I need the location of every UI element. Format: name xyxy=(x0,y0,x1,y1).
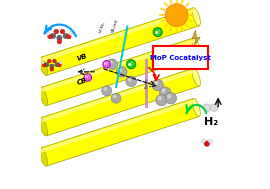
Text: h⁺: h⁺ xyxy=(104,62,109,66)
Circle shape xyxy=(165,93,177,104)
Circle shape xyxy=(46,32,50,35)
Circle shape xyxy=(57,35,62,40)
Circle shape xyxy=(60,29,65,34)
Circle shape xyxy=(128,77,132,81)
Circle shape xyxy=(156,94,167,106)
Circle shape xyxy=(208,139,212,143)
Ellipse shape xyxy=(39,148,48,166)
Circle shape xyxy=(45,63,49,67)
Circle shape xyxy=(60,61,62,64)
Text: h⁺: h⁺ xyxy=(85,75,90,80)
Ellipse shape xyxy=(192,38,200,56)
Polygon shape xyxy=(41,69,195,122)
Text: E$_{redox}$: E$_{redox}$ xyxy=(143,77,151,89)
Ellipse shape xyxy=(192,98,200,116)
Text: CB-red: CB-red xyxy=(110,19,119,33)
Text: e⁻: e⁻ xyxy=(154,30,161,35)
Text: MoP Cocatalyst: MoP Cocatalyst xyxy=(150,55,211,61)
Text: H⁺/H₂: H⁺/H₂ xyxy=(99,20,107,33)
Polygon shape xyxy=(40,38,199,106)
Circle shape xyxy=(158,96,162,100)
Circle shape xyxy=(160,87,171,98)
Circle shape xyxy=(66,34,71,39)
Circle shape xyxy=(42,63,46,67)
FancyBboxPatch shape xyxy=(153,46,208,69)
Circle shape xyxy=(126,76,137,87)
Circle shape xyxy=(50,64,54,68)
Circle shape xyxy=(54,29,59,34)
Circle shape xyxy=(103,87,107,91)
Circle shape xyxy=(210,104,218,112)
Circle shape xyxy=(48,34,52,39)
Polygon shape xyxy=(41,99,195,153)
Text: CB: CB xyxy=(76,77,88,86)
Text: VB: VB xyxy=(76,53,89,61)
Circle shape xyxy=(58,63,61,67)
Circle shape xyxy=(48,59,51,63)
Polygon shape xyxy=(41,9,195,62)
Circle shape xyxy=(57,39,62,44)
Circle shape xyxy=(50,67,54,71)
Circle shape xyxy=(152,79,163,91)
Circle shape xyxy=(41,61,44,64)
Circle shape xyxy=(50,33,56,39)
Circle shape xyxy=(52,59,56,63)
Polygon shape xyxy=(40,8,199,75)
Circle shape xyxy=(69,32,72,35)
Circle shape xyxy=(201,139,205,143)
Ellipse shape xyxy=(192,68,200,86)
Circle shape xyxy=(204,141,210,146)
Circle shape xyxy=(118,68,122,72)
Circle shape xyxy=(203,104,211,112)
Circle shape xyxy=(103,60,110,68)
Circle shape xyxy=(111,93,121,103)
Ellipse shape xyxy=(39,57,48,75)
Circle shape xyxy=(165,4,188,26)
Circle shape xyxy=(127,60,136,69)
Circle shape xyxy=(116,67,127,77)
Ellipse shape xyxy=(39,88,48,106)
Circle shape xyxy=(161,88,166,93)
Circle shape xyxy=(84,74,92,81)
Text: H₂: H₂ xyxy=(204,117,218,127)
Circle shape xyxy=(102,86,112,96)
Polygon shape xyxy=(40,68,199,136)
Circle shape xyxy=(107,59,118,70)
Polygon shape xyxy=(41,39,195,92)
Ellipse shape xyxy=(192,8,200,26)
Circle shape xyxy=(153,28,162,37)
Polygon shape xyxy=(192,30,200,47)
Circle shape xyxy=(55,63,59,67)
Ellipse shape xyxy=(39,118,48,136)
Circle shape xyxy=(113,95,116,98)
Circle shape xyxy=(167,94,171,98)
Circle shape xyxy=(63,33,68,39)
Circle shape xyxy=(154,81,158,85)
Polygon shape xyxy=(40,98,199,166)
Bar xyxy=(146,59,148,108)
Text: e⁻: e⁻ xyxy=(128,62,134,67)
Circle shape xyxy=(109,60,113,64)
